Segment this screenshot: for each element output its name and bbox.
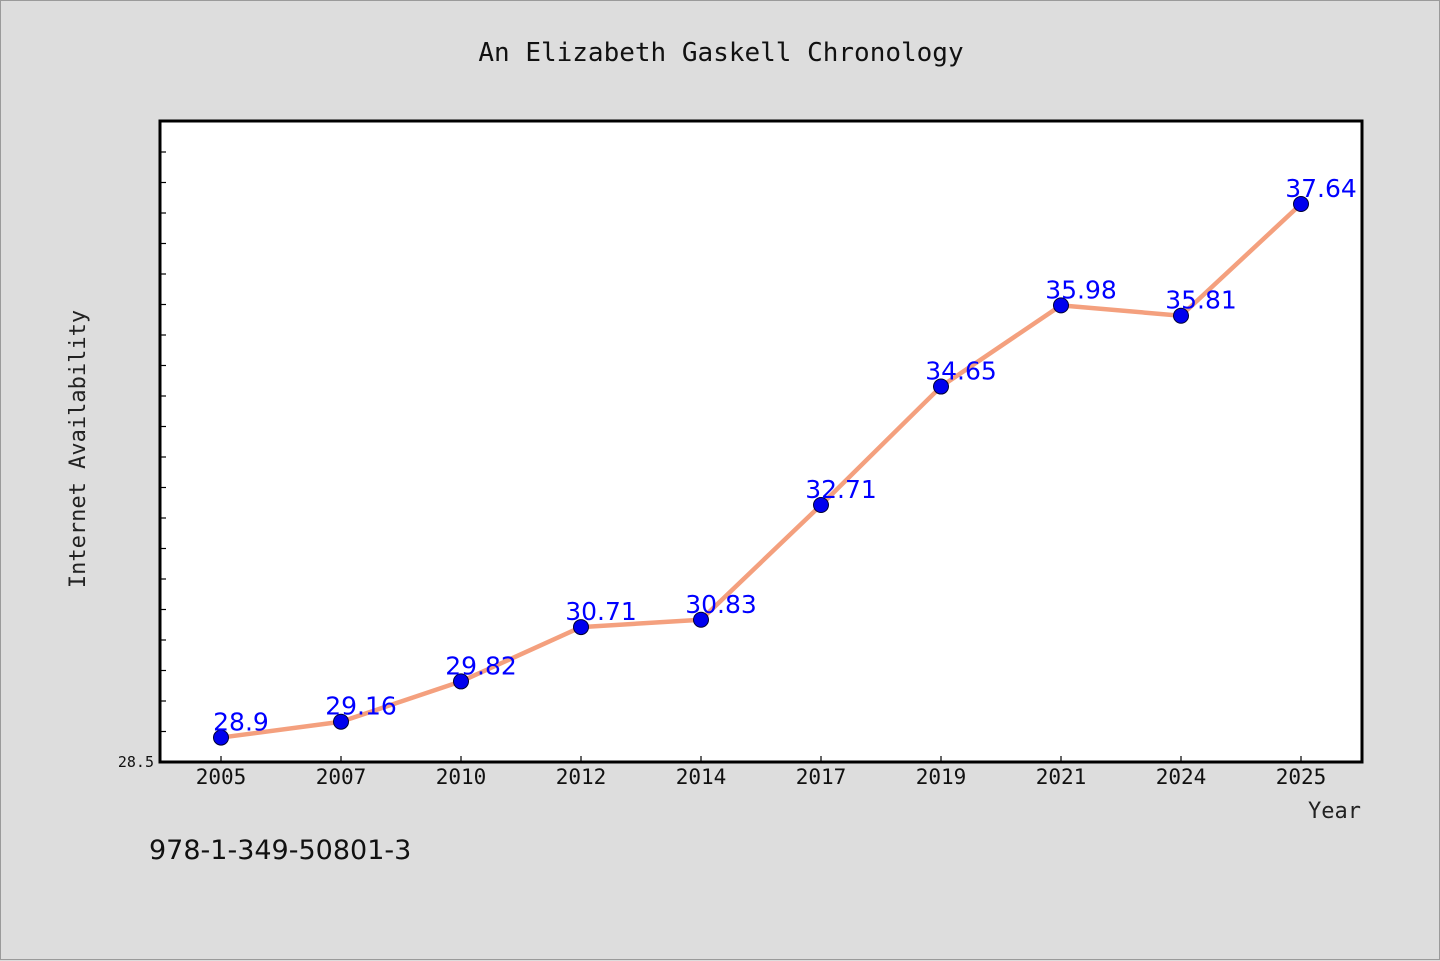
data-label: 32.71 — [805, 475, 877, 504]
x-tick-label: 2019 — [916, 765, 967, 789]
x-tick-label: 2025 — [1276, 765, 1327, 789]
series-line — [218, 201, 1304, 740]
data-label: 34.65 — [925, 357, 997, 386]
plot-area — [158, 119, 1364, 764]
x-tick-label: 2012 — [556, 765, 607, 789]
data-label: 37.64 — [1285, 174, 1357, 203]
x-tick-label: 2005 — [196, 765, 247, 789]
data-point — [573, 619, 589, 636]
y-axis-label: Internet Availability — [66, 310, 91, 588]
data-point — [1173, 307, 1189, 324]
x-tick-label: 2014 — [676, 765, 727, 789]
data-label: 28.9 — [213, 708, 269, 737]
data-label: 35.81 — [1165, 286, 1237, 315]
x-tick-label: 2010 — [436, 765, 487, 789]
x-tick-label: 2024 — [1156, 765, 1207, 789]
data-label: 30.71 — [565, 597, 637, 626]
x-axis-ticks: 2005 2007 2010 2012 2014 2017 2019 2021 2024 2025 — [196, 756, 1327, 789]
data-label: 35.98 — [1045, 275, 1117, 304]
y-min-tick-label: 28.5 — [118, 753, 154, 771]
data-point — [213, 729, 229, 746]
data-label: 29.16 — [325, 692, 397, 721]
data-point — [1053, 297, 1069, 314]
chart-title: An Elizabeth Gaskell Chronology — [478, 38, 963, 68]
data-label: 29.82 — [445, 651, 517, 680]
isbn-note: 978-1-349-50801-3 — [149, 835, 412, 866]
data-point — [1293, 196, 1309, 213]
data-point — [813, 496, 829, 513]
x-tick-label: 2017 — [796, 765, 847, 789]
series-group: 28.9 29.16 29.82 30.71 30.83 32.71 34.65 35.98 3… — [213, 174, 1357, 746]
x-tick-label: 2021 — [1036, 765, 1087, 789]
y-axis-ticks — [160, 151, 166, 733]
x-axis-label: Year — [1308, 799, 1361, 824]
x-tick-label: 2007 — [316, 765, 367, 789]
data-point — [453, 673, 469, 690]
data-point — [333, 713, 349, 730]
data-label: 30.83 — [685, 590, 757, 619]
data-point — [693, 611, 709, 628]
data-point — [933, 378, 949, 395]
